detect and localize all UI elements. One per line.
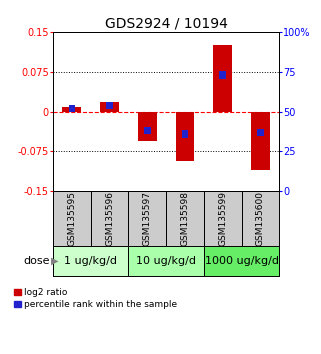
Text: dose: dose <box>23 256 50 266</box>
Bar <box>182 130 188 138</box>
Bar <box>100 102 119 112</box>
Text: 10 ug/kg/d: 10 ug/kg/d <box>136 256 196 266</box>
Bar <box>62 107 81 112</box>
Bar <box>91 192 128 246</box>
Bar <box>219 71 226 79</box>
Bar <box>241 192 279 246</box>
Bar <box>204 246 279 276</box>
Text: GSM135598: GSM135598 <box>180 191 189 246</box>
Bar <box>166 192 204 246</box>
Text: ▶: ▶ <box>51 256 59 266</box>
Bar <box>176 112 195 161</box>
Text: 1 ug/kg/d: 1 ug/kg/d <box>64 256 117 266</box>
Bar <box>213 45 232 112</box>
Legend: log2 ratio, percentile rank within the sample: log2 ratio, percentile rank within the s… <box>14 288 178 309</box>
Bar <box>68 105 75 112</box>
Bar <box>144 127 151 135</box>
Bar <box>128 246 204 276</box>
Bar <box>138 112 157 141</box>
Bar <box>128 192 166 246</box>
Title: GDS2924 / 10194: GDS2924 / 10194 <box>105 17 228 31</box>
Bar <box>106 102 113 109</box>
Bar <box>53 246 128 276</box>
Bar <box>257 129 264 136</box>
Bar <box>204 192 241 246</box>
Bar <box>251 112 270 170</box>
Text: GSM135595: GSM135595 <box>67 191 76 246</box>
Text: GSM135597: GSM135597 <box>143 191 152 246</box>
Text: GSM135600: GSM135600 <box>256 191 265 246</box>
Text: 1000 ug/kg/d: 1000 ug/kg/d <box>204 256 279 266</box>
Text: GSM135599: GSM135599 <box>218 191 227 246</box>
Bar <box>53 192 91 246</box>
Text: GSM135596: GSM135596 <box>105 191 114 246</box>
